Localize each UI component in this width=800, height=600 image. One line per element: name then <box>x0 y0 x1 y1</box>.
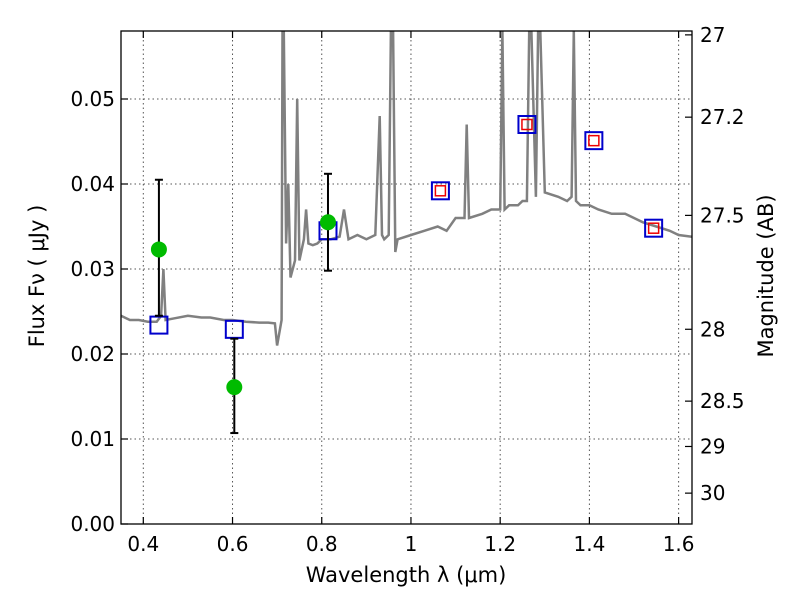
nested-square-inner <box>588 134 600 147</box>
y-tick-label: 0.01 <box>70 427 115 451</box>
mag-tick-label: 27.2 <box>700 105 745 129</box>
nested-square-inner <box>521 118 533 131</box>
nested-square-outer <box>584 131 604 151</box>
x-tick-label: 0.8 <box>306 532 338 556</box>
x-tick-label: 1 <box>405 532 418 556</box>
x-tick-label: 1.2 <box>484 532 516 556</box>
observed-point <box>226 379 243 396</box>
spectrum-line <box>121 31 692 346</box>
x-tick-label: 1.6 <box>663 532 695 556</box>
x-tick-label: 1.4 <box>573 532 605 556</box>
y-tick-label: 0.03 <box>70 257 115 281</box>
nested-square-inner <box>434 185 447 197</box>
grid-lines <box>121 31 692 524</box>
y2-axis-label: Magnitude (AB) <box>754 194 778 357</box>
plot-area <box>121 31 692 435</box>
nested-square-outer <box>644 218 664 238</box>
mag-tick-label: 27 <box>700 23 725 47</box>
nested-square-inner <box>647 222 660 234</box>
mag-tick-label: 30 <box>700 481 725 505</box>
observed-point <box>319 214 336 231</box>
x-tick-label: 0.4 <box>127 532 159 556</box>
data-marks <box>149 115 664 435</box>
model-square-point <box>224 319 244 339</box>
observed-point <box>150 241 167 258</box>
nested-square-outer <box>430 181 450 201</box>
mag-tick-label: 28 <box>700 317 725 341</box>
mag-tick-label: 27.5 <box>700 203 745 227</box>
y-tick-label: 0.05 <box>70 87 115 111</box>
mag-tick-label: 28.5 <box>700 389 745 413</box>
axis-ticks: 0.4 0.6 0.8 1 1.2 1.4 1.6 0.00 0.01 0.02 0.03 0.04 0… <box>70 23 744 556</box>
y-tick-label: 0.02 <box>70 342 115 366</box>
x-axis-label: Wavelength λ (μm) <box>306 563 507 587</box>
plot-frame <box>120 30 693 525</box>
y-tick-label: 0.00 <box>70 512 115 536</box>
y-tick-label: 0.04 <box>70 172 115 196</box>
x-tick-label: 0.6 <box>217 532 249 556</box>
mag-tick-label: 29 <box>700 434 725 458</box>
y-axis-label: Flux Fν ( μJy ) <box>25 205 49 348</box>
nested-square-outer <box>517 115 537 134</box>
